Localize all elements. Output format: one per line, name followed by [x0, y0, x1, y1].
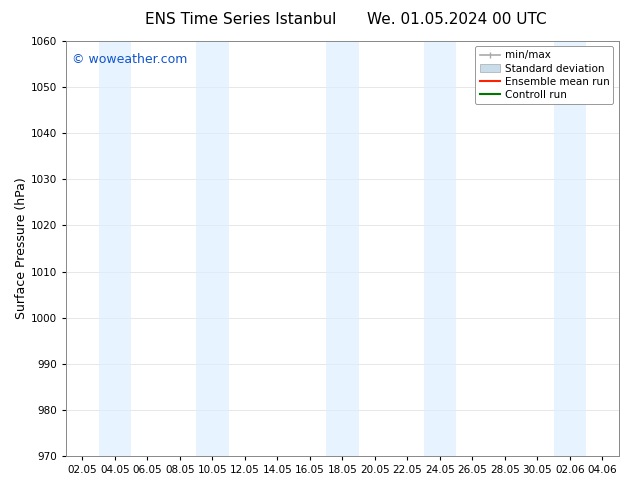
Legend: min/max, Standard deviation, Ensemble mean run, Controll run: min/max, Standard deviation, Ensemble me…: [476, 46, 614, 104]
Bar: [326, 41, 359, 456]
Bar: [98, 41, 131, 456]
Text: © woweather.com: © woweather.com: [72, 53, 187, 67]
Text: ENS Time Series Istanbul: ENS Time Series Istanbul: [145, 12, 337, 27]
Bar: [553, 41, 586, 456]
Y-axis label: Surface Pressure (hPa): Surface Pressure (hPa): [15, 178, 28, 319]
Bar: [424, 41, 456, 456]
Bar: [196, 41, 229, 456]
Text: We. 01.05.2024 00 UTC: We. 01.05.2024 00 UTC: [366, 12, 547, 27]
